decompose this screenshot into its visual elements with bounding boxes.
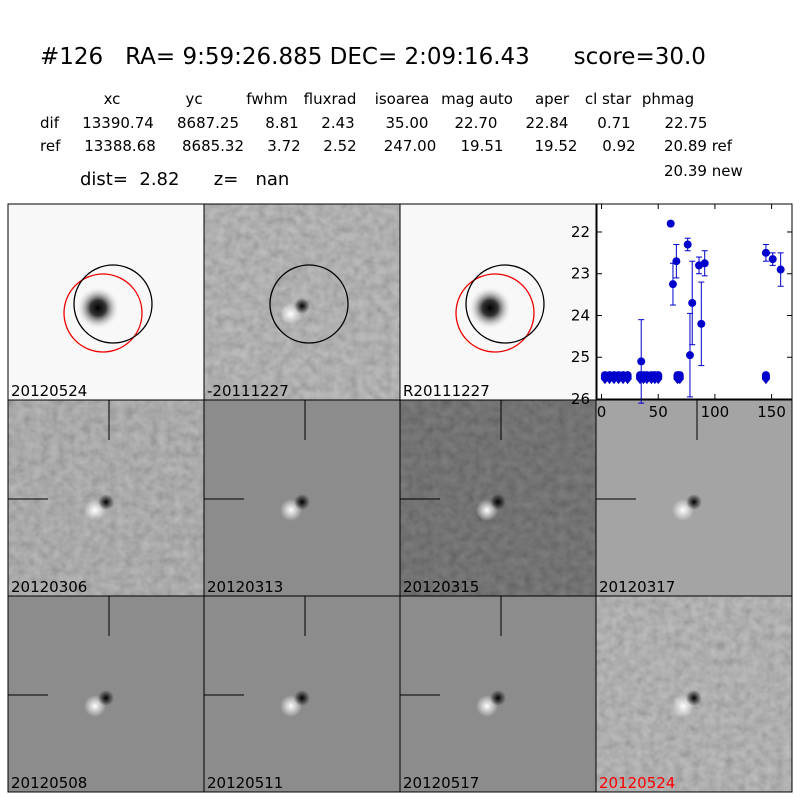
stamp: -20111227 [203, 203, 401, 401]
table-cell: 8687.25 [177, 114, 239, 132]
column-header: aper [535, 90, 570, 108]
dipole-dark [686, 494, 702, 510]
limit-point [675, 371, 684, 385]
table-extra: 20.39 new [664, 162, 743, 180]
point [768, 255, 777, 264]
table-cell: 0.71 [597, 114, 630, 132]
stamp-label: 20120315 [403, 578, 479, 596]
point [697, 319, 706, 328]
x-tick-label: 100 [701, 403, 730, 421]
table-cell: ref [40, 137, 61, 155]
limit-point [623, 371, 632, 385]
dipole-dark [294, 298, 310, 314]
dipole-dark [98, 494, 114, 510]
stamp: 20120317 [595, 399, 793, 597]
dipole-dark [490, 690, 506, 706]
table-cell: 8.81 [265, 114, 298, 132]
table-cell: 2.43 [321, 114, 354, 132]
stamp: 20120511 [203, 595, 401, 793]
point [688, 298, 697, 307]
plot-frame [596, 203, 793, 400]
stamp-label: R20111227 [403, 382, 490, 400]
dipole-dark [490, 494, 506, 510]
table-cell: 22.70 [455, 114, 498, 132]
table-cell: 19.51 [461, 137, 504, 155]
stamp-label: 20120508 [11, 774, 87, 792]
y-tick-label: 25 [571, 348, 590, 366]
table-cell: 22.84 [526, 114, 569, 132]
point [700, 259, 709, 268]
dipole-dark [98, 690, 114, 706]
aperture-red [455, 273, 535, 353]
stamp-label: 20120313 [207, 578, 283, 596]
y-tick-label: 24 [571, 306, 590, 324]
column-header: yc [185, 90, 202, 108]
stamp: R20111227 [399, 203, 597, 401]
stamp-label: 20120317 [599, 578, 675, 596]
column-header: phmag [642, 90, 694, 108]
y-tick-label: 26 [571, 390, 590, 408]
limit-point [654, 371, 663, 385]
point [668, 280, 677, 289]
point [776, 265, 785, 274]
column-header: cl star [585, 90, 632, 108]
y-tick-label: 22 [571, 223, 590, 241]
stamp-label: 20120524 [11, 382, 87, 400]
y-tick-label: 23 [571, 265, 590, 283]
point [683, 240, 692, 249]
aperture-red [63, 273, 143, 353]
x-tick-label: 0 [597, 403, 607, 421]
dipole-dark [294, 690, 310, 706]
dipole-dark [294, 494, 310, 510]
table-cell: 20.89 ref [664, 137, 733, 155]
table-cell: 8685.32 [182, 137, 244, 155]
stamp: 20120313 [203, 399, 401, 597]
table-cell: 35.00 [386, 114, 429, 132]
table-cell: 19.52 [535, 137, 578, 155]
limit-point [761, 371, 770, 385]
table-cell: 0.92 [602, 137, 635, 155]
aperture-black [269, 264, 349, 344]
dist-line: dist= 2.82 z= nan [80, 169, 289, 190]
table-cell: 3.72 [267, 137, 300, 155]
table-cell: 2.52 [323, 137, 356, 155]
stamp-label: 20120306 [11, 578, 87, 596]
column-header: isoarea [375, 90, 430, 108]
stamp-label: 20120524 [599, 774, 675, 792]
point [666, 219, 675, 228]
column-header: fwhm [246, 90, 287, 108]
stamp: 20120508 [7, 595, 205, 793]
point [672, 257, 681, 266]
stamp: 20120517 [399, 595, 597, 793]
star [468, 286, 512, 330]
point [685, 351, 694, 360]
table-cell: dif [40, 114, 60, 132]
column-header: xc [104, 90, 121, 108]
table-cell: 13388.68 [84, 137, 156, 155]
stamp: 20120306 [7, 399, 205, 597]
stamp: 20120524 [595, 595, 793, 793]
table-cell: 247.00 [384, 137, 437, 155]
stamp-frame [595, 595, 793, 793]
dipole-dark [686, 690, 702, 706]
aperture-black [465, 264, 545, 344]
column-header: mag auto [441, 90, 513, 108]
table-cell: 22.75 [665, 114, 708, 132]
stamp: 20120524 [7, 203, 205, 401]
point [637, 357, 646, 366]
aperture-black [73, 264, 153, 344]
stamp-label: -20111227 [207, 382, 289, 400]
table-cell: 13390.74 [82, 114, 154, 132]
point [761, 248, 770, 257]
stamp: 20120315 [399, 399, 597, 597]
x-tick-label: 150 [757, 403, 786, 421]
title: #126 RA= 9:59:26.885 DEC= 2:09:16.43 sco… [40, 44, 706, 70]
stamp-label: 20120517 [403, 774, 479, 792]
star [76, 286, 120, 330]
x-tick-label: 50 [649, 403, 668, 421]
stamp-label: 20120511 [207, 774, 283, 792]
column-header: fluxrad [304, 90, 357, 108]
